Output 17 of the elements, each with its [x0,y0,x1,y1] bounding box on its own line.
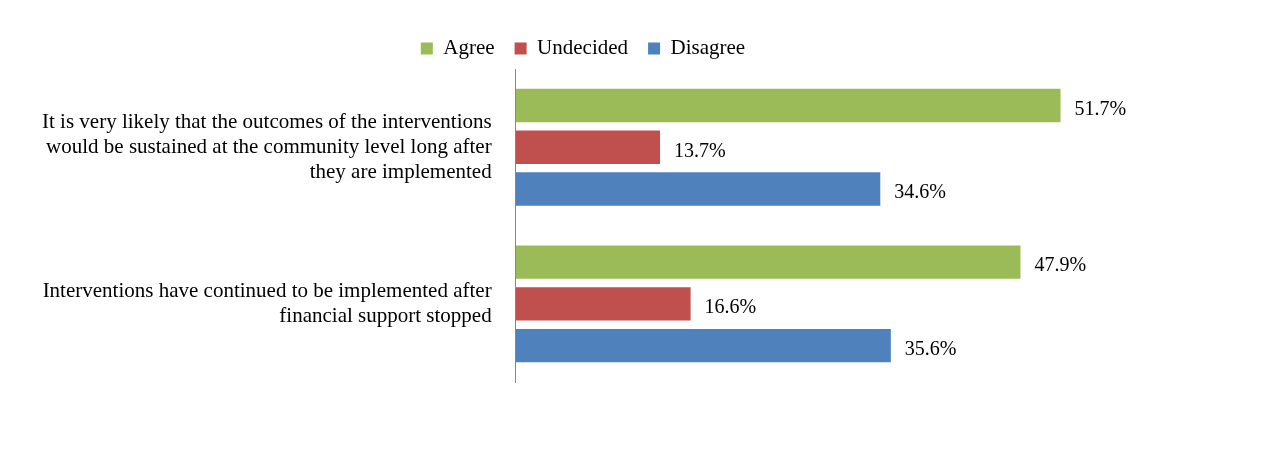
legend-label: Agree [443,35,495,60]
data-label: 13.7% [674,138,726,161]
bar [515,172,881,206]
legend-label: Undecided [537,35,629,60]
y-tick-label: It is very likely that the outcomes of the interventions would be sustained at the community level long after they are implemented [41,108,493,184]
bar [515,245,1021,279]
data-label: 51.7% [1074,96,1127,119]
y-tick-label: Interventions have continued to be implemented after financial support stopped [42,277,493,328]
bar [515,88,1061,123]
bar [515,328,891,363]
legend-label: Disagree [670,35,746,60]
data-label: 47.9% [1034,253,1087,276]
data-label: 16.6% [704,295,757,318]
data-label: 35.6% [904,336,957,359]
bar [515,130,661,164]
bar [515,287,691,321]
data-label: 34.6% [894,180,946,203]
